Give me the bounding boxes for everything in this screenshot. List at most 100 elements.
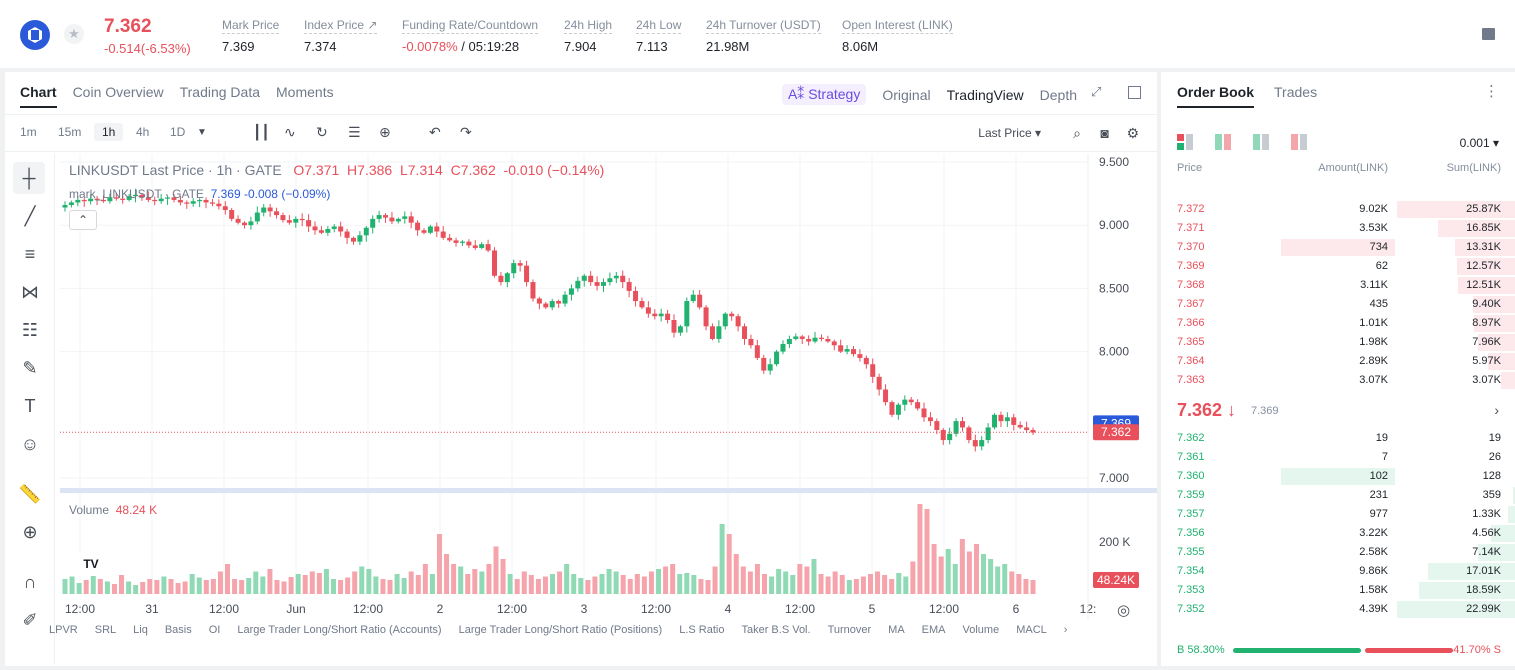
fib-icon[interactable]: ☷ [21,320,39,340]
candle-body [966,427,972,441]
ask-row[interactable]: 7.365 1.98K 7.96K [1161,333,1515,352]
pattern-icon[interactable]: ⋈ [21,282,39,302]
bid-row[interactable]: 7.360 102 128 [1161,467,1515,486]
star-icon[interactable]: ★ [64,24,84,44]
tab-trading-data[interactable]: Trading Data [179,84,261,100]
ruler-icon[interactable]: 📏 [18,484,42,504]
stat-mark-price[interactable]: Mark Price 7.369 [222,18,280,54]
ask-row[interactable]: 7.371 3.53K 16.85K [1161,219,1515,238]
view-depth[interactable]: Depth [1039,86,1077,103]
last-price-select[interactable]: Last Price ▾ [978,126,1041,140]
indicator-top-positions[interactable]: Large Trader Long/Short Ratio (Positions… [458,624,663,636]
camera-icon[interactable]: ◙ [1100,125,1109,141]
stat-funding-rate[interactable]: Funding Rate/Countdown -0.0078% / 05:19:… [402,18,539,54]
indicator-volume[interactable]: Volume [962,624,1000,636]
price-chart[interactable]: 12:00 31 12:00 Jun 12:00 2 12:00 3 12:00 4 12:00 5 1… [5,72,1157,666]
ask-row[interactable]: 7.369 62 12.57K [1161,257,1515,276]
indicator-ma[interactable]: MA [888,624,905,636]
indicator-lpvr[interactable]: LPVR [49,624,78,636]
timeframe-1d[interactable]: 1D [170,125,186,139]
tab-moments[interactable]: Moments [276,84,334,100]
precision-select[interactable]: 0.001 ▾ [1459,136,1499,150]
ask-row[interactable]: 7.372 9.02K 25.87K [1161,200,1515,219]
row-sum: 7.96K [1472,336,1501,348]
book-mode-bids-icon[interactable] [1253,134,1269,150]
crosshair-icon[interactable]: ┼ [13,162,45,194]
bid-row[interactable]: 7.359 231 359 [1161,486,1515,505]
search-icon[interactable]: ⌕ [1073,125,1081,141]
text-icon[interactable]: T [24,396,36,416]
ask-row[interactable]: 7.370 734 13.31K [1161,238,1515,257]
bid-row[interactable]: 7.361 7 26 [1161,448,1515,467]
ask-row[interactable]: 7.363 3.07K 3.07K [1161,371,1515,390]
ask-row[interactable]: 7.367 435 9.40K [1161,295,1515,314]
horizontal-lines-icon[interactable]: ≡ [24,244,36,264]
tradingview-logo[interactable]: TV [75,552,107,576]
depth-bar [1397,601,1515,618]
add-indicator-icon[interactable]: ⊕ [379,124,391,140]
book-icon[interactable] [1482,28,1495,40]
more-icon[interactable]: ⋮ [1484,83,1499,100]
bid-row[interactable]: 7.357 977 1.33K [1161,505,1515,524]
trendline-icon[interactable]: ╱ [24,206,36,226]
bid-row[interactable]: 7.356 3.22K 4.56K [1161,524,1515,543]
view-tradingview[interactable]: TradingView [946,86,1024,103]
redo-icon[interactable]: ↷ [460,124,472,140]
candle-body [633,290,639,302]
tab-chart[interactable]: Chart [20,84,57,108]
tab-order-book[interactable]: Order Book [1177,84,1255,108]
indicator-macd[interactable]: MACL [1016,624,1047,636]
undo-icon[interactable]: ↶ [429,124,441,140]
indicator-srl[interactable]: SRL [94,624,117,636]
ask-row[interactable]: 7.366 1.01K 8.97K [1161,314,1515,333]
replay-icon[interactable]: ↻ [316,124,328,140]
indicator-ls-ratio[interactable]: L.S Ratio [679,624,725,636]
timeframe-1m[interactable]: 1m [20,125,37,139]
view-original[interactable]: Original [882,86,931,103]
timeframe-15m[interactable]: 15m [58,125,82,139]
zoom-icon[interactable]: ⊕ [22,522,38,542]
indicator-top-accounts[interactable]: Large Trader Long/Short Ratio (Accounts) [237,624,442,636]
indicator-oi[interactable]: OI [208,624,221,636]
chevron-right-icon[interactable]: › [1494,402,1499,418]
book-mode-asks-icon[interactable] [1291,134,1307,150]
indicator-liq[interactable]: Liq [133,624,148,636]
expand-icon[interactable]: ⤢ [1091,84,1102,99]
magnet-icon[interactable]: ∩ [23,572,37,592]
book-mode-split-icon[interactable] [1215,134,1231,150]
timeframe-1h[interactable]: 1h [94,123,124,141]
indicator-turnover[interactable]: Turnover [827,624,872,636]
candle-type-icon[interactable]: ┃┃ [253,124,270,140]
indicator-basis[interactable]: Basis [164,624,192,636]
bid-row[interactable]: 7.355 2.58K 7.14K [1161,543,1515,562]
book-mode-both-icon[interactable] [1177,134,1193,150]
pencil-lock-icon[interactable]: ✐ [22,610,38,630]
stat-open-interest[interactable]: Open Interest (LINK) 8.06M [842,18,953,54]
volume-bar [797,564,803,594]
time-axis-settings-icon[interactable]: ◎ [1117,602,1131,619]
indicators-icon[interactable]: ∿ [284,124,296,140]
brush-icon[interactable]: ✎ [22,358,38,378]
row-sum: 26 [1488,451,1501,463]
timeframe-4h[interactable]: 4h [136,125,150,139]
template-icon[interactable]: ☰ [348,124,361,140]
bid-row[interactable]: 7.354 9.86K 17.01K [1161,562,1515,581]
collapse-legend-button[interactable]: ⌃ [69,210,97,230]
bid-row[interactable]: 7.353 1.58K 18.59K [1161,581,1515,600]
tab-coin-overview[interactable]: Coin Overview [72,84,164,100]
stat-index-price[interactable]: Index Price ↗ 7.374 [304,18,378,54]
gear-icon[interactable]: ⚙ [1126,125,1139,141]
bid-row[interactable]: 7.352 4.39K 22.99K [1161,600,1515,619]
indicator-ema[interactable]: EMA [921,624,946,636]
x-tick-label: Jun [286,602,305,616]
strategy-button[interactable]: A⁑ Strategy [781,84,867,105]
indicator-taker-vol[interactable]: Taker B.S Vol. [741,624,811,636]
window-icon[interactable] [1128,86,1141,99]
bid-row[interactable]: 7.362 19 19 [1161,429,1515,448]
ask-row[interactable]: 7.364 2.89K 5.97K [1161,352,1515,371]
tab-trades[interactable]: Trades [1274,84,1318,100]
ask-row[interactable]: 7.368 3.11K 12.51K [1161,276,1515,295]
chevron-right-icon[interactable]: › [1063,624,1068,636]
emoji-icon[interactable]: ☺ [20,434,40,454]
timeframe-dropdown-icon[interactable]: ▼ [197,127,207,138]
